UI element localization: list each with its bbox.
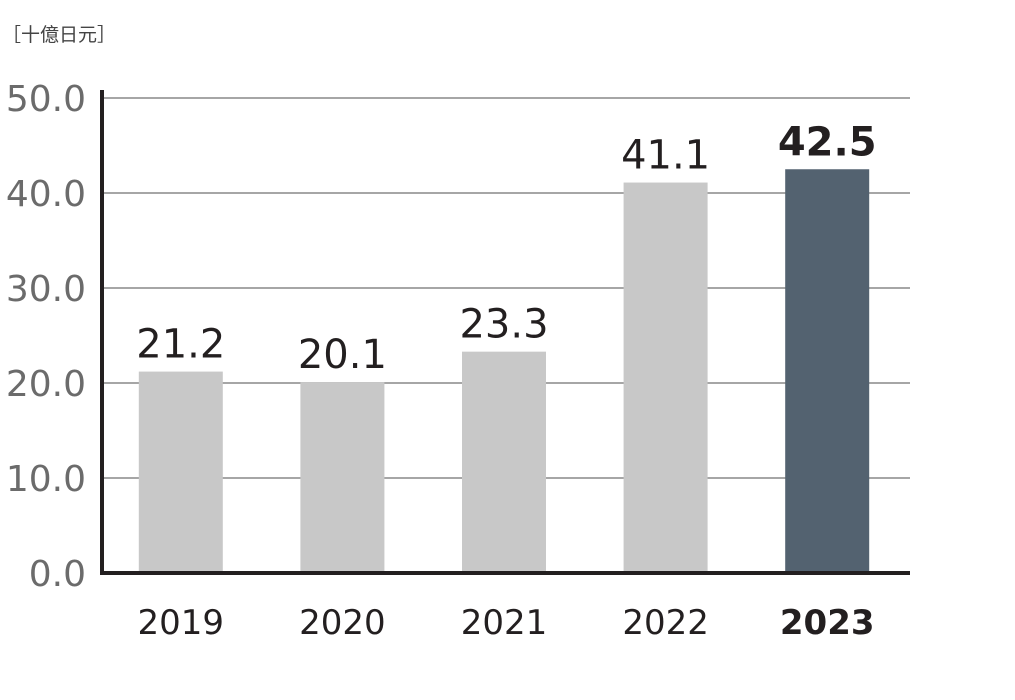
bar-2021 (462, 351, 546, 573)
y-tick-label: 0.0 (29, 554, 86, 595)
x-tick-label-2023: 2023 (780, 603, 875, 643)
y-tick-label: 10.0 (6, 459, 86, 500)
value-label-2023: 42.5 (778, 119, 877, 165)
value-label-2022: 41.1 (621, 133, 710, 179)
y-tick-label: 50.0 (6, 79, 86, 120)
x-tick-label-2021: 2021 (461, 603, 548, 643)
x-tick-label-2022: 2022 (622, 603, 709, 643)
x-tick-label-2019: 2019 (138, 603, 225, 643)
bar-2020 (300, 382, 385, 573)
value-label-2019: 21.2 (136, 322, 225, 368)
y-tick-label: 20.0 (6, 364, 86, 405)
value-label-2021: 23.3 (459, 302, 548, 348)
bars (138, 169, 870, 574)
bar-2022 (623, 182, 708, 574)
gridlines (102, 97, 910, 479)
y-tick-labels: 0.0 10.0 20.0 30.0 40.0 50.0 (6, 79, 86, 595)
unit-label: ［十億日元］ (2, 24, 116, 46)
x-tick-label-2020: 2020 (299, 603, 386, 643)
y-tick-label: 30.0 (6, 269, 86, 310)
value-label-2020: 20.1 (298, 332, 387, 378)
y-tick-label: 40.0 (6, 174, 86, 215)
x-tick-labels: 2019 2020 2021 2022 2023 (138, 603, 875, 643)
value-labels: 21.2 20.1 23.3 41.1 42.5 (136, 119, 876, 378)
axes (100, 90, 910, 575)
bar-2019 (138, 371, 223, 573)
bar-2023 (785, 169, 870, 573)
